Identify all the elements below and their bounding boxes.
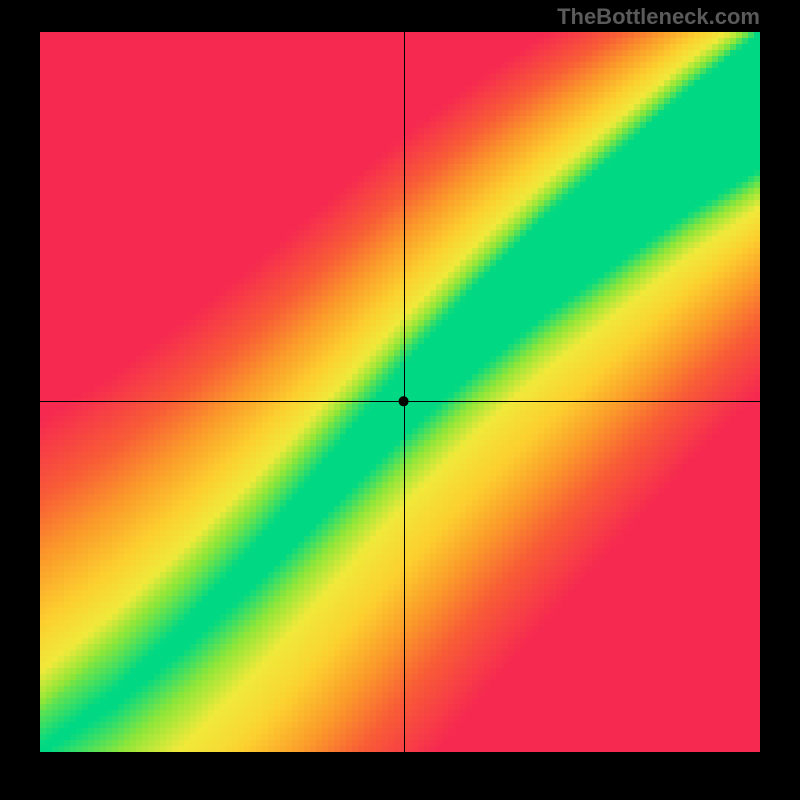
crosshair-overlay <box>40 32 760 752</box>
bottleneck-heatmap <box>40 32 760 752</box>
watermark-text: TheBottleneck.com <box>557 4 760 30</box>
